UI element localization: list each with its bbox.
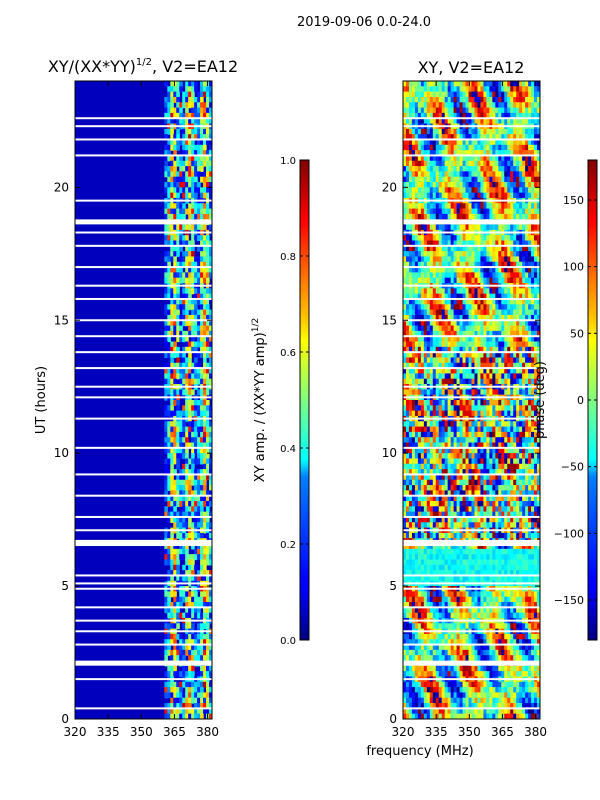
y-tick-label: 5 (389, 579, 397, 593)
x-tick-label: 365 (163, 725, 186, 739)
right-plot-frame (402, 80, 541, 720)
y-tick-label: 10 (382, 446, 397, 460)
left-title-main: XY/(XX*YY) (48, 57, 136, 76)
left-colorbar-label-main: XY amp. / (XX*YY amp) (253, 332, 268, 482)
y-tick-label: 5 (61, 579, 69, 593)
x-tick-label: 350 (458, 725, 481, 739)
y-tick-label: 10 (54, 446, 69, 460)
left-title-exponent: 1/2 (136, 57, 152, 68)
left-y-axis-label: UT (hours) (34, 366, 49, 434)
left-colorbar-gradient (299, 159, 310, 641)
x-tick-label: 365 (491, 725, 514, 739)
figure-title: 2019-09-06 0.0-24.0 (297, 15, 431, 30)
left-colorbar-label: XY amp. / (XX*YY amp)1/2 (251, 318, 268, 482)
colorbar-tick-label: 100 (563, 261, 584, 274)
y-tick-label: 20 (382, 180, 397, 194)
colorbar-tick-label: −100 (554, 527, 584, 540)
colorbar-tick-label: 0.6 (280, 348, 296, 359)
x-tick-label: 320 (64, 725, 87, 739)
x-tick-label: 335 (425, 725, 448, 739)
colorbar-tick-label: 0.0 (280, 636, 296, 647)
left-plot-frame (74, 80, 213, 720)
left-heatmap (75, 81, 212, 719)
left-title-suffix: , V2=EA12 (152, 57, 238, 76)
colorbar-tick-label: −50 (561, 461, 584, 474)
x-tick-label: 350 (130, 725, 153, 739)
right-colorbar-label: phase (deg) (533, 361, 548, 439)
right-panel: XY, V2=EA12 0 5 10 15 20 320 335 350 365 380 freq… (366, 58, 547, 759)
y-tick-label: 15 (54, 313, 69, 327)
x-axis-label: frequency (MHz) (366, 744, 473, 759)
x-tick-label: 380 (196, 725, 219, 739)
y-tick-label: 0 (61, 712, 69, 726)
colorbar-tick-label: 0.2 (280, 540, 296, 551)
right-axes-ticks: 0 5 10 15 20 320 335 350 365 380 (382, 81, 547, 739)
x-tick-label: 320 (392, 725, 415, 739)
colorbar-tick-label: 0 (577, 394, 584, 407)
right-heatmap (403, 81, 540, 719)
right-panel-title: XY, V2=EA12 (418, 58, 525, 77)
right-colorbar: −150 −100 −50 0 50 100 150 phase (deg) (533, 159, 598, 641)
x-tick-label: 335 (97, 725, 120, 739)
left-panel: XY/(XX*YY)1/2, V2=EA12 0 5 10 15 20 320 335 350… (34, 57, 238, 739)
left-axes-ticks: 0 5 10 15 20 320 335 350 365 380 (54, 81, 219, 739)
colorbar-tick-label: 1.0 (280, 156, 296, 167)
y-tick-label: 20 (54, 180, 69, 194)
left-colorbar-ticks: 0.0 0.2 0.4 0.6 0.8 1.0 (280, 156, 309, 647)
colorbar-tick-label: −150 (554, 594, 584, 607)
colorbar-tick-label: 50 (570, 327, 584, 340)
left-colorbar: 0.0 0.2 0.4 0.6 0.8 1.0 XY amp. / (XX*YY amp)… (251, 156, 310, 647)
y-tick-label: 15 (382, 313, 397, 327)
x-tick-label: 380 (524, 725, 547, 739)
colorbar-tick-label: 150 (563, 194, 584, 207)
left-colorbar-label-exponent: 1/2 (251, 318, 261, 332)
y-tick-label: 0 (389, 712, 397, 726)
right-colorbar-ticks: −150 −100 −50 0 50 100 150 (554, 194, 597, 607)
colorbar-tick-label: 0.4 (280, 444, 296, 455)
colorbar-tick-label: 0.8 (280, 252, 296, 263)
left-panel-title: XY/(XX*YY)1/2, V2=EA12 (48, 57, 238, 76)
